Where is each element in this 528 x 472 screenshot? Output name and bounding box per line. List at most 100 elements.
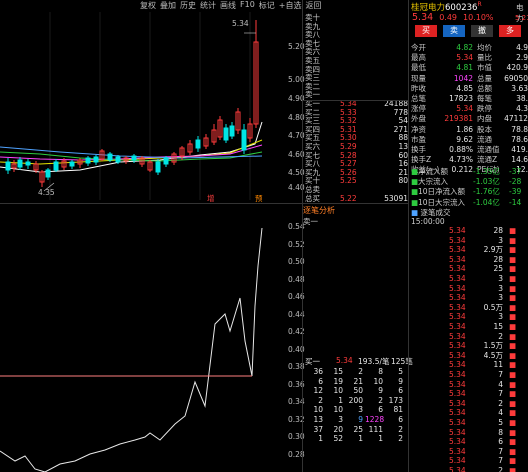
trade-row: 5.34 7 ■: [409, 447, 528, 457]
info-value: 2.9: [504, 53, 528, 63]
trade-price: 5.34: [449, 255, 466, 265]
info-key: 最高: [411, 53, 426, 63]
buy-one-summary-price: 5.34: [336, 356, 353, 365]
volume-cell: 10: [305, 405, 323, 415]
toolbar-item-6[interactable]: 标记: [259, 0, 275, 12]
buy-one-summary-avg: 193.5/笔: [358, 356, 390, 367]
fund-flow-value-2: -37: [509, 167, 521, 177]
volume-cell: 2: [365, 396, 383, 406]
trade-price: 5.34: [449, 293, 466, 303]
trade-volume: 2: [471, 399, 503, 409]
trade-direction: ■: [509, 466, 516, 472]
trade-direction: ■: [509, 303, 516, 313]
trade-volume: 28: [471, 255, 503, 265]
trade-direction: ■: [509, 447, 516, 457]
trade-volume: 3: [471, 274, 503, 284]
fund-flow-row[interactable]: ■ 10日净流入额 -1.76亿 -39: [409, 187, 528, 197]
trade-volume: 3: [471, 284, 503, 294]
buy-button[interactable]: 买: [415, 25, 437, 37]
trade-price: 5.34: [449, 447, 466, 457]
info-key: 换手Z: [411, 155, 431, 165]
info-key: 流通值: [477, 145, 500, 155]
volume-cell: 173: [385, 396, 403, 406]
toolbar-item-2[interactable]: 历史: [180, 0, 196, 12]
toolbar-item-3[interactable]: 统计: [200, 0, 216, 12]
trade-direction: ■: [509, 255, 516, 265]
fund-flow-row[interactable]: ■ 10日大宗流入 -1.04亿 -14: [409, 198, 528, 208]
fund-flow-row[interactable]: ■ 大宗流入 -1.03亿 -28: [409, 177, 528, 187]
trade-direction: ■: [509, 428, 516, 438]
fund-flow-value-2: -14: [509, 198, 521, 208]
info-row: 今开 4.82 均价 4.9: [409, 43, 528, 53]
trade-row: 5.34 11 ■: [409, 360, 528, 370]
volume-row: 6 19 21 10 9: [303, 377, 408, 387]
volume-cell: 9: [385, 377, 403, 387]
info-value: 17823: [443, 94, 473, 104]
tick-line-chart[interactable]: [0, 228, 302, 472]
trade-row: 5.34 4 ■: [409, 408, 528, 418]
fund-flow-row[interactable]: ■ 净流入额 -1.35亿 -37: [409, 167, 528, 177]
volume-cell: 13: [305, 415, 323, 425]
trade-price: 5.34: [449, 380, 466, 390]
tick-analysis-title[interactable]: 逐笔分析: [303, 205, 335, 216]
sell-button[interactable]: 卖: [443, 25, 465, 37]
info-value: 5.34: [443, 53, 473, 63]
trade-row: 5.34 28 ■: [409, 226, 528, 236]
trade-direction: ■: [509, 274, 516, 284]
trade-direction: ■: [509, 351, 516, 361]
sell-one-label: 卖一: [303, 216, 318, 227]
candle-body: [94, 157, 98, 162]
trade-row: 5.34 2 ■: [409, 399, 528, 409]
trade-price: 5.34: [449, 389, 466, 399]
info-key: 总额: [477, 84, 492, 94]
volume-cell: 3: [345, 405, 363, 415]
trade-price: 5.34: [449, 428, 466, 438]
trade-row: 5.34 2.9万 ■: [409, 245, 528, 255]
trade-row: 5.34 2 ■: [409, 332, 528, 342]
stock-info-panel: 桂冠电力600236R 电力 5.34 0.49 10.10% 5.21% 买 …: [409, 0, 528, 472]
fund-flow-value-2: -28: [509, 177, 521, 187]
cancel-button[interactable]: 撤: [471, 25, 493, 37]
info-value: 47112: [504, 114, 528, 124]
trade-volume: 6: [471, 437, 503, 447]
toolbar-item-1[interactable]: 叠加: [160, 0, 176, 12]
candle-body: [54, 162, 58, 170]
order-book-row[interactable]: 总买 5.22 53091: [303, 195, 408, 204]
info-value: 1042: [443, 74, 473, 84]
info-value: 78.8: [504, 125, 528, 135]
trade-row: 5.34 2 ■: [409, 466, 528, 472]
divider-vertical-2: [408, 0, 409, 472]
volume-cell: 1: [305, 434, 323, 444]
tick-price-line: [0, 228, 262, 472]
volume-cell: 25: [345, 425, 363, 435]
info-value: 38.: [504, 94, 528, 104]
volume-row: 12 10 50 9 6: [303, 386, 408, 396]
more-button[interactable]: 多: [499, 25, 521, 37]
toolbar-item-4[interactable]: 画线: [220, 0, 236, 12]
info-row: 换手Z 4.73% 流通Z 14.6: [409, 155, 528, 165]
candlestick-chart[interactable]: [0, 12, 302, 200]
volume-cell: 5: [385, 367, 403, 377]
toolbar-item-0[interactable]: 复权: [140, 0, 156, 12]
low-price-label: 4.35: [38, 188, 55, 197]
trade-volume: 25: [471, 264, 503, 274]
trade-row: 5.34 5 ■: [409, 418, 528, 428]
info-row: 市盈 9.62 流通 78.6: [409, 135, 528, 145]
candle-body: [230, 126, 234, 136]
trade-price: 5.34: [449, 370, 466, 380]
candle-body: [108, 154, 112, 160]
trade-direction: ■: [509, 245, 516, 255]
high-price-label: 5.34: [232, 19, 249, 28]
trade-volume: 3: [471, 293, 503, 303]
info-key: 涨停: [411, 104, 426, 114]
toolbar-item-5[interactable]: F10: [240, 0, 255, 12]
sector-change-pct: 5.21%: [515, 14, 528, 22]
info-key: 市值: [477, 63, 492, 73]
volume-cell: 10: [325, 386, 343, 396]
tick-price-axis: 0.54 0.52 0.50 0.48 0.46 0.44 0.42 0.40 0.38 0.36…: [284, 215, 304, 472]
trade-volume: 11: [471, 360, 503, 370]
candle-body: [6, 162, 10, 170]
current-price: 5.34: [412, 12, 433, 23]
trade-direction: ■: [509, 341, 516, 351]
trade-volume: 15: [471, 322, 503, 332]
